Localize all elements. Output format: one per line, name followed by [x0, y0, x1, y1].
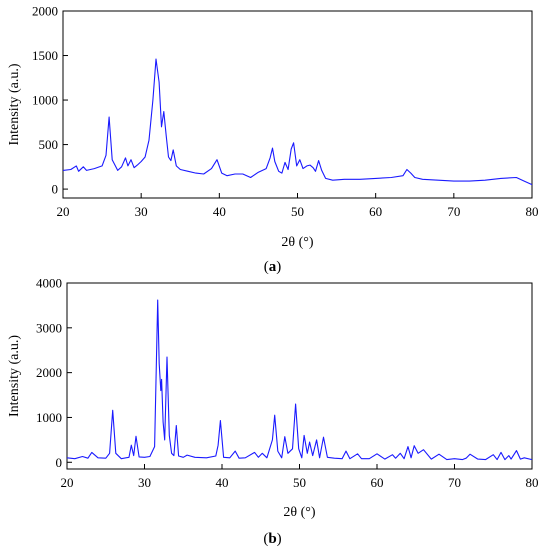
chart-panel-b: 20 30 40 50 60 70 80 0 1000 2000 3000 4000 2θ (°) I…	[7, 276, 539, 548]
panel-label: (a)	[264, 259, 282, 275]
y-tick-label: 1000	[36, 410, 62, 425]
x-tick-label: 80	[526, 475, 539, 490]
y-tick-label: 1000	[32, 93, 58, 108]
y-tick-label: 0	[52, 182, 59, 197]
x-tick-label: 50	[291, 204, 304, 219]
y-axis-label: Intensity (a.u.)	[7, 63, 22, 145]
x-tick-label: 20	[61, 475, 74, 490]
y-tick-label: 2000	[32, 4, 58, 19]
x-tick-label: 30	[135, 204, 148, 219]
x-tick-label: 20	[57, 204, 70, 219]
series-line	[66, 299, 533, 461]
x-tick-label: 50	[293, 475, 306, 490]
x-tick-label: 40	[213, 204, 226, 219]
y-tick-label: 2000	[36, 365, 62, 380]
series-line	[62, 58, 533, 186]
axis-ticks: 20 30 40 50 60 70 80 0 500 1000 1500 2000	[32, 4, 539, 220]
plot-frame	[62, 10, 533, 199]
x-tick-label: 60	[369, 204, 382, 219]
y-tick-label: 3000	[36, 320, 62, 335]
x-axis-label: 2θ (°)	[281, 235, 313, 250]
x-tick-label: 30	[138, 475, 151, 490]
axis-ticks: 20 30 40 50 60 70 80 0 1000 2000 3000 4000	[36, 276, 539, 491]
y-tick-label: 0	[56, 455, 63, 470]
x-axis-label: 2θ (°)	[283, 505, 315, 520]
x-tick-label: 60	[371, 475, 384, 490]
y-tick-label: 500	[39, 137, 59, 152]
y-axis-label: Intensity (a.u.)	[7, 335, 22, 417]
x-tick-label: 40	[216, 475, 229, 490]
x-tick-label: 70	[448, 475, 461, 490]
x-tick-label: 70	[447, 204, 460, 219]
x-tick-label: 80	[526, 204, 539, 219]
panel-label: (b)	[263, 531, 281, 547]
y-tick-label: 4000	[36, 276, 62, 291]
chart-panel-a: 20 30 40 50 60 70 80 0 500 1000 1500 2000 2θ (°) In…	[7, 4, 539, 276]
y-tick-label: 1500	[32, 48, 58, 63]
